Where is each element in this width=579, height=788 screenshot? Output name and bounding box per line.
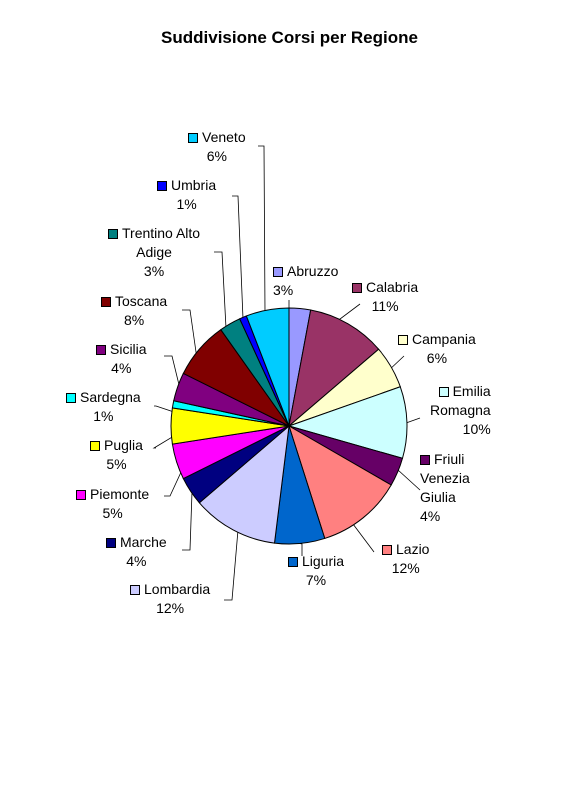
slice-percent: 6%: [426, 350, 448, 366]
slice-name-line: Toscana: [115, 293, 168, 309]
pie-slice-lazio: [288, 424, 392, 540]
slice-name-line: Veneto: [202, 129, 246, 145]
slice-percent: 4%: [111, 360, 132, 376]
legend-key: [106, 537, 116, 548]
slice-percent: 8%: [123, 312, 145, 328]
slice-label: Sicilia 4%: [96, 340, 147, 378]
slice-percent: 12%: [391, 560, 420, 576]
slice-label: Abruzzo 3%: [273, 262, 338, 300]
slice-label: Piemonte 5%: [76, 485, 149, 523]
leader-line-friuli-venezia-giulia: [397, 469, 421, 491]
slice-name-line: Puglia: [104, 437, 143, 453]
chart-title: Suddivisione Corsi per Regione: [161, 28, 418, 47]
slice-percent: 7%: [305, 572, 327, 588]
slice-name-line: Marche: [120, 534, 167, 550]
legend-key: [420, 454, 430, 465]
slice-percent: 4%: [420, 508, 441, 524]
legend-key: [96, 344, 106, 355]
legend-key: [398, 334, 408, 345]
legend-key: [76, 489, 86, 500]
slice-name-line: Umbria: [171, 177, 217, 193]
slice-label: Liguria 7%: [288, 552, 344, 590]
slice-label: Toscana 8%: [101, 292, 167, 330]
slice-label: Friuli Venezia Giulia 4%: [420, 450, 470, 526]
slice-label: Puglia 5%: [90, 436, 143, 474]
legend-key: [438, 386, 449, 397]
slice-percent: 6%: [206, 148, 227, 164]
slice-label: Veneto 6%: [188, 128, 246, 166]
slice-name-line: Sicilia: [110, 341, 147, 357]
slice-name-line: Piemonte: [90, 486, 150, 502]
legend-key: [130, 584, 140, 595]
legend-key: [108, 228, 118, 239]
slice-percent: 1%: [93, 408, 114, 424]
slice-percent: 1%: [176, 196, 197, 212]
slice-label: Sardegna 1%: [66, 388, 141, 426]
legend-key: [382, 544, 392, 555]
legend-key: [90, 440, 100, 451]
slice-percent: 11%: [371, 298, 399, 314]
slice-name-line: Liguria: [302, 553, 345, 569]
slice-percent: 3%: [273, 282, 294, 298]
pie-slice-calabria: [288, 309, 380, 428]
slice-percent: 5%: [106, 456, 127, 472]
pie-slice-veneto: [245, 307, 290, 427]
slice-name-line: Calabria: [366, 279, 419, 295]
slice-label: Lombardia 12%: [130, 580, 210, 618]
pie-slices: [170, 307, 408, 545]
leader-line-trentino-alto-adige: [214, 251, 231, 329]
slice-name-line: Lombardia: [144, 581, 211, 597]
slice-label: Emilia Romagna 10%: [430, 382, 491, 439]
slice-label: Lazio 12%: [382, 540, 429, 578]
slice-name-line: Adige: [136, 244, 172, 260]
slice-name-line: Campania: [412, 331, 476, 347]
slice-name-line: Sardegna: [80, 389, 141, 405]
pie-slice-lombardia: [198, 424, 290, 544]
slice-percent: 4%: [126, 553, 147, 569]
pie-slice-emilia-romagna: [287, 386, 408, 459]
leader-line-marche: [182, 490, 193, 551]
leader-line-emilia-romagna: [405, 417, 421, 424]
slice-name-line: Venezia: [420, 470, 470, 486]
slice-percent: 12%: [156, 600, 185, 616]
slice-percent: 10%: [462, 421, 491, 437]
legend-key: [273, 266, 283, 277]
slice-label: Calabria 11%: [352, 278, 418, 316]
legend-key: [288, 556, 298, 567]
slice-name-line: Friuli: [434, 451, 465, 467]
slice-label: Umbria 1%: [157, 176, 216, 214]
slice-name-line: Giulia: [420, 489, 456, 505]
leader-line-sardegna: [154, 404, 175, 413]
legend-key: [101, 296, 111, 307]
leader-line-lombardia: [224, 529, 239, 601]
leader-line-veneto: [258, 145, 268, 315]
slice-percent: 5%: [102, 505, 123, 521]
slice-label: Trentino Alto Adige 3%: [108, 224, 200, 281]
slice-name-line: Trentino Alto: [122, 225, 201, 241]
legend-key: [352, 282, 362, 293]
legend-key: [188, 132, 198, 143]
slice-label: Campania 6%: [398, 330, 476, 368]
slice-percent: 3%: [143, 263, 165, 279]
legend-key: [157, 180, 167, 191]
slice-name-line: Lazio: [396, 541, 430, 557]
slice-name-line: Emilia: [452, 383, 491, 399]
slice-label: Marche 4%: [106, 533, 167, 571]
leader-line-umbria: [232, 195, 244, 320]
legend-key: [66, 392, 76, 403]
slice-name-line: Abruzzo: [287, 263, 339, 279]
slice-name-line: Romagna: [430, 402, 491, 418]
